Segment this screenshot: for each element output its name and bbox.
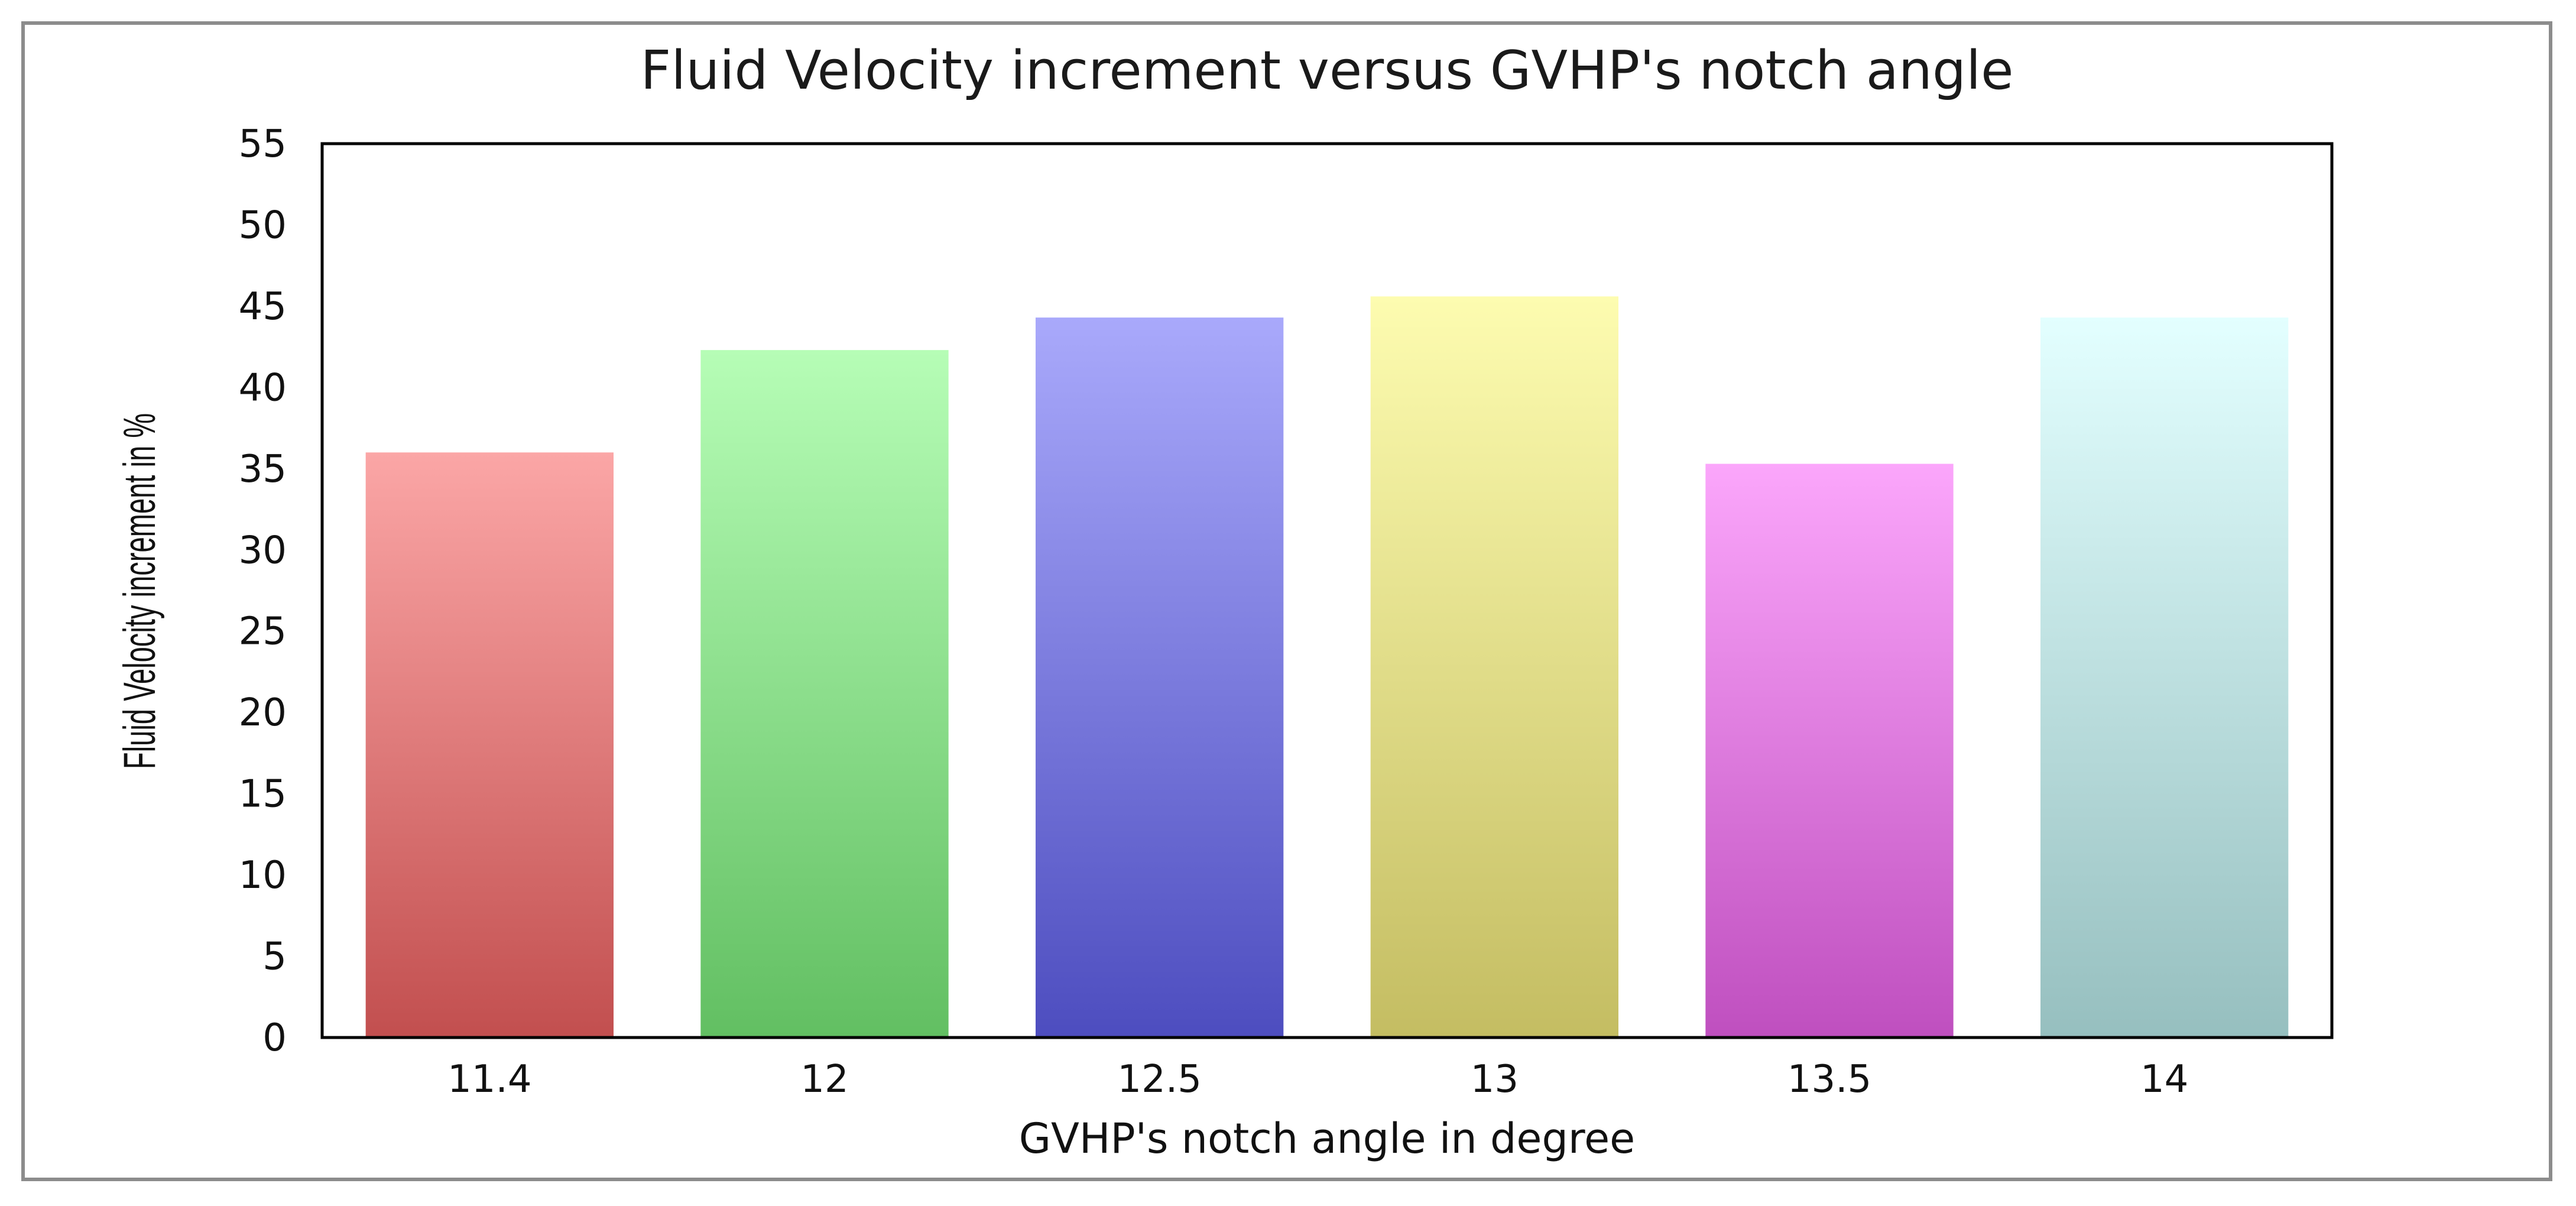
y-tick-label: 40 — [239, 366, 287, 410]
bar-11-4 — [365, 452, 614, 1038]
x-tick-label: 12 — [800, 1058, 848, 1101]
x-tick-label: 12.5 — [1117, 1058, 1202, 1101]
y-tick-label: 5 — [262, 935, 287, 979]
x-tick-label: 14 — [2140, 1058, 2188, 1101]
chart-title: Fluid Velocity increment versus GVHP's n… — [641, 40, 2014, 102]
y-tick-label: 45 — [239, 285, 287, 329]
y-tick-label: 15 — [239, 773, 287, 816]
plot-area-border — [320, 142, 2334, 1039]
bar-14 — [2040, 317, 2289, 1038]
bar-13-5 — [1705, 463, 1954, 1038]
bar-12 — [700, 350, 949, 1038]
y-tick-label: 35 — [239, 448, 287, 491]
y-tick-label: 30 — [239, 529, 287, 572]
x-tick-label: 13 — [1471, 1058, 1519, 1101]
bars-layer — [365, 296, 2289, 1038]
x-tick-label: 13.5 — [1787, 1058, 1872, 1101]
y-tick-label: 10 — [239, 854, 287, 897]
x-axis-label: GVHP's notch angle in degree — [1019, 1114, 1636, 1163]
bar-12-5 — [1036, 317, 1284, 1038]
y-tick-label: 25 — [239, 610, 287, 654]
y-tick-label: 20 — [239, 691, 287, 735]
y-axis-label: Fluid Velocity increment in % — [115, 413, 165, 769]
y-tick-label: 55 — [239, 122, 287, 166]
x-tick-label: 11.4 — [447, 1058, 532, 1101]
bar-13 — [1370, 296, 1618, 1038]
y-tick-label: 50 — [239, 203, 287, 247]
y-tick-label: 0 — [262, 1016, 287, 1060]
x-axis-ticks: 11.4 12 12.5 13 13.5 14 — [447, 1058, 2188, 1101]
y-axis-ticks: 0 5 10 15 20 25 30 35 40 45 50 55 — [239, 122, 287, 1060]
